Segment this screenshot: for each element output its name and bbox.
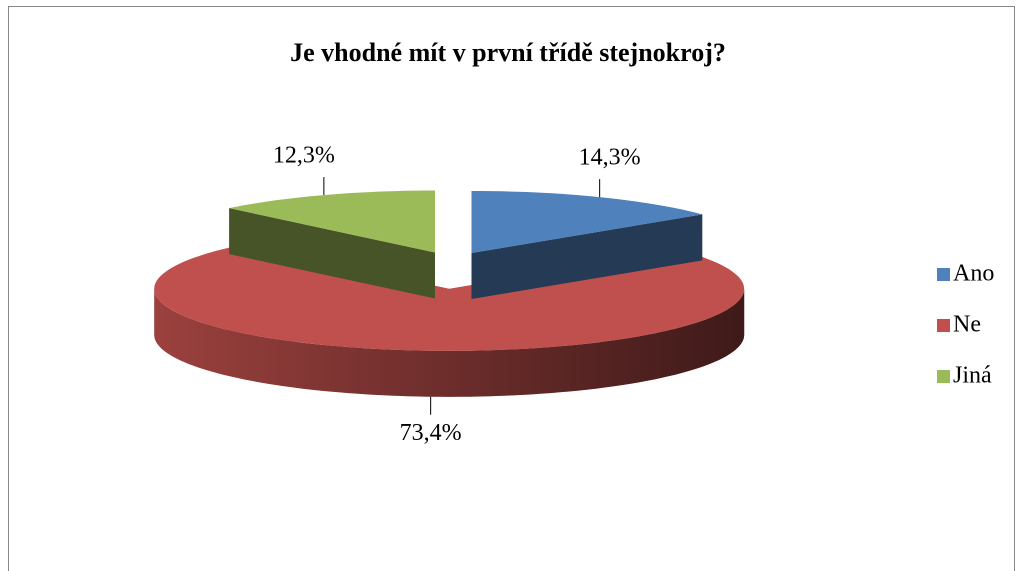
data-label: 12,3% — [273, 143, 335, 169]
legend-label: Ne — [953, 312, 981, 338]
slice-top — [471, 191, 703, 253]
legend-swatch — [937, 319, 950, 332]
legend-swatch — [937, 268, 950, 281]
slice-cut-face — [471, 214, 703, 299]
legend-swatch — [937, 370, 950, 383]
pie-slice — [471, 191, 703, 299]
data-label: 73,4% — [400, 420, 462, 446]
pie-slice — [229, 190, 435, 299]
slice-side-shade — [154, 288, 745, 397]
slice-cut-face — [229, 208, 435, 299]
legend-label: Jiná — [953, 363, 992, 389]
chart-title: Je vhodné mít v první třídě stejnokroj? — [290, 38, 726, 67]
legend-label: Ano — [953, 261, 994, 287]
data-label: 14,3% — [579, 145, 641, 171]
slice-top — [229, 190, 435, 253]
